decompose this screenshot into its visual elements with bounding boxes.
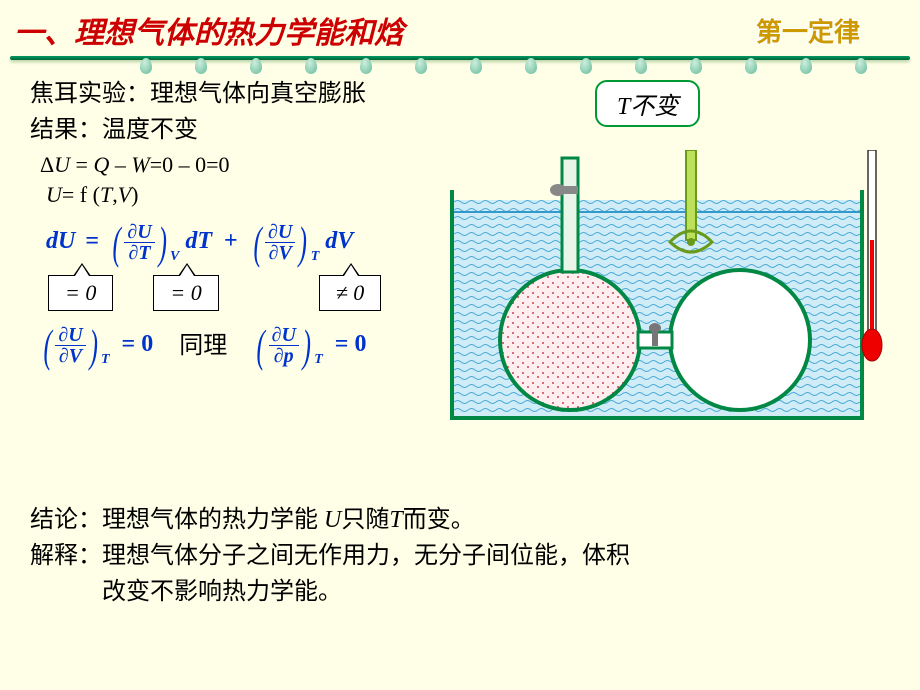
eq-dUdV-zero: (∂U∂V)T = 0 [40,325,153,366]
page-subtitle: 第一定律 [756,12,860,49]
eq-dUdp-zero: (∂U∂p)T = 0 [253,325,366,366]
label-similarly: 同理 [179,328,227,364]
explanation-line-2: 改变不影响热力学能。 [30,574,890,610]
callout-eq0-mid: = 0 [153,275,218,311]
conclusion-line: 结论：理想气体的热力学能 U只随T而变。 [30,502,890,538]
page-title: 一、理想气体的热力学能和焓 [14,8,404,52]
callout-eq0-left: = 0 [48,275,113,311]
divider-line [10,56,910,60]
callout-neq0: ≠ 0 [319,275,382,311]
header: 一、理想气体的热力学能和焓 第一定律 [0,0,920,56]
joule-experiment-diagram [440,150,890,430]
line-experiment: 焦耳实验：理想气体向真空膨胀 [30,76,890,112]
footer-text-block: 结论：理想气体的热力学能 U只随T而变。 解释：理想气体分子之间无作用力，无分子… [30,502,890,610]
line-result: 结果：温度不变 [30,112,890,148]
explanation-line-1: 解释：理想气体分子之间无作用力，无分子间位能，体积 [30,538,890,574]
